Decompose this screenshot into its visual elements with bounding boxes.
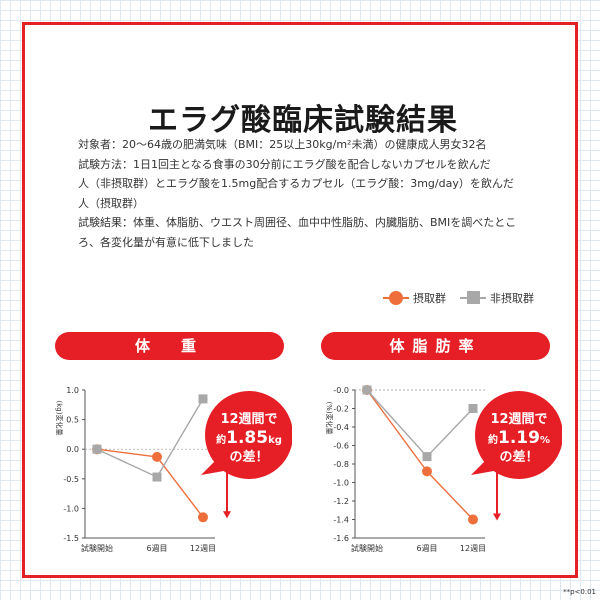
- weight-chart: 1.00.50.0-0.5-1.0-1.5(kg)変化量試験開始6週目12週目*…: [55, 386, 292, 553]
- description-line: 試験結果：体重、体脂肪、ウエスト周囲径、血中中性脂肪、内臓脂肪、BMIを調べたと…: [78, 216, 517, 229]
- y-tick-label: -0.5: [63, 475, 79, 484]
- page-title: エラグ酸臨床試験結果: [148, 103, 458, 138]
- y-tick-label: -1.2: [333, 497, 349, 506]
- x-category-label: 6週目: [416, 544, 437, 553]
- callout-circle: [475, 391, 562, 479]
- callout-line1: 12週間で: [220, 412, 277, 427]
- study-description: 対象者：20～64歳の肥満気味（BMI：25以上30kg/m²未満）の健康成人男…: [78, 135, 538, 252]
- x-category-label: 6週目: [146, 544, 167, 553]
- x-category-label: 試験開始: [351, 543, 383, 553]
- description-line: 対象者：20～64歳の肥満気味（BMI：25以上30kg/m²未満）の健康成人男…: [78, 138, 487, 151]
- non-intake-data-point: [152, 472, 162, 482]
- description-line: 人（摂取群）: [78, 196, 144, 210]
- y-tick-label: 0.5: [66, 416, 79, 425]
- weight-chart-header: 体 重: [55, 332, 284, 360]
- description-line: 試験方法：1日1回主となる食事の30分前にエラグ酸を配合しないカプセルを飲んだ: [78, 157, 491, 171]
- x-category-label: 試験開始: [81, 543, 113, 553]
- arrow-head-down-icon: [223, 511, 231, 519]
- y-tick-label: 0.0: [66, 445, 79, 454]
- y-axis-label: (%)変化量: [325, 401, 334, 434]
- main-panel: エラグ酸臨床試験結果 対象者：20～64歳の肥満気味（BMI：25以上30kg/…: [22, 22, 578, 578]
- callout-line2: 約1.19%: [488, 428, 550, 448]
- y-tick-label: -0.0: [333, 386, 349, 395]
- x-category-label: 12週目: [190, 544, 216, 553]
- body-fat-chart-header: 体脂肪率: [321, 332, 550, 360]
- y-tick-label: -0.2: [333, 405, 349, 414]
- non-intake-data-point: [362, 385, 372, 395]
- legend-intake-label: 摂取群: [413, 292, 446, 305]
- y-tick-label: -1.4: [333, 516, 349, 525]
- non-intake-data-point: [422, 452, 432, 462]
- callout-line1: 12週間で: [490, 412, 547, 427]
- intake-data-point: [468, 514, 478, 525]
- non-intake-data-point: [92, 444, 102, 454]
- y-tick-label: -1.0: [333, 479, 349, 488]
- y-axis-label: (kg)変化量: [55, 401, 64, 436]
- y-tick-label: -1.5: [63, 534, 79, 543]
- series-line-intake: [96, 448, 204, 518]
- y-tick-label: -1.0: [63, 504, 79, 513]
- intake-data-point: [152, 451, 162, 462]
- y-tick-label: -0.8: [333, 460, 349, 469]
- non-intake-data-point: [198, 394, 208, 404]
- y-tick-label: -1.6: [333, 534, 349, 543]
- intake-data-point: [422, 466, 432, 477]
- y-tick-label: -0.4: [333, 423, 349, 432]
- chart-legend: 摂取群 非摂取群: [369, 289, 534, 307]
- callout-line2: 約1.85kg: [216, 428, 282, 448]
- description-line: 人（非摂取群）とエラグ酸を1.5mg配合するカプセル（エラグ酸：3mg/day）…: [78, 177, 514, 190]
- body-fat-chart: -0.0 -0.2 -0.4 -0.6 -0.8 -1.0 -1.2 -1.4 -1.6 (%)変…: [325, 385, 562, 553]
- series-line-non-intake: [366, 389, 474, 458]
- callout-line3: の差！: [229, 449, 268, 465]
- description-line: ろ、各変化量が有意に低下しました: [78, 235, 254, 249]
- legend-non-intake-label: 非摂取群: [490, 292, 534, 305]
- callout-circle: [205, 391, 292, 479]
- arrow-head-down-icon: [493, 513, 501, 521]
- series-line-intake: [366, 389, 474, 520]
- y-tick-label: -0.6: [333, 442, 349, 451]
- series-line-non-intake: [96, 398, 204, 478]
- y-tick-label: 1.0: [66, 386, 79, 395]
- intake-marker-icon: [383, 291, 409, 305]
- intake-data-point: [198, 512, 208, 523]
- significance-footnote: **p<0.01: [563, 588, 596, 596]
- callout-line3: の差！: [499, 449, 538, 465]
- legend-non-intake: 非摂取群: [460, 290, 534, 306]
- x-category-label: 12週目: [460, 544, 486, 553]
- non-intake-marker-icon: [460, 291, 486, 304]
- non-intake-data-point: [468, 404, 478, 413]
- legend-intake: 摂取群: [383, 290, 446, 306]
